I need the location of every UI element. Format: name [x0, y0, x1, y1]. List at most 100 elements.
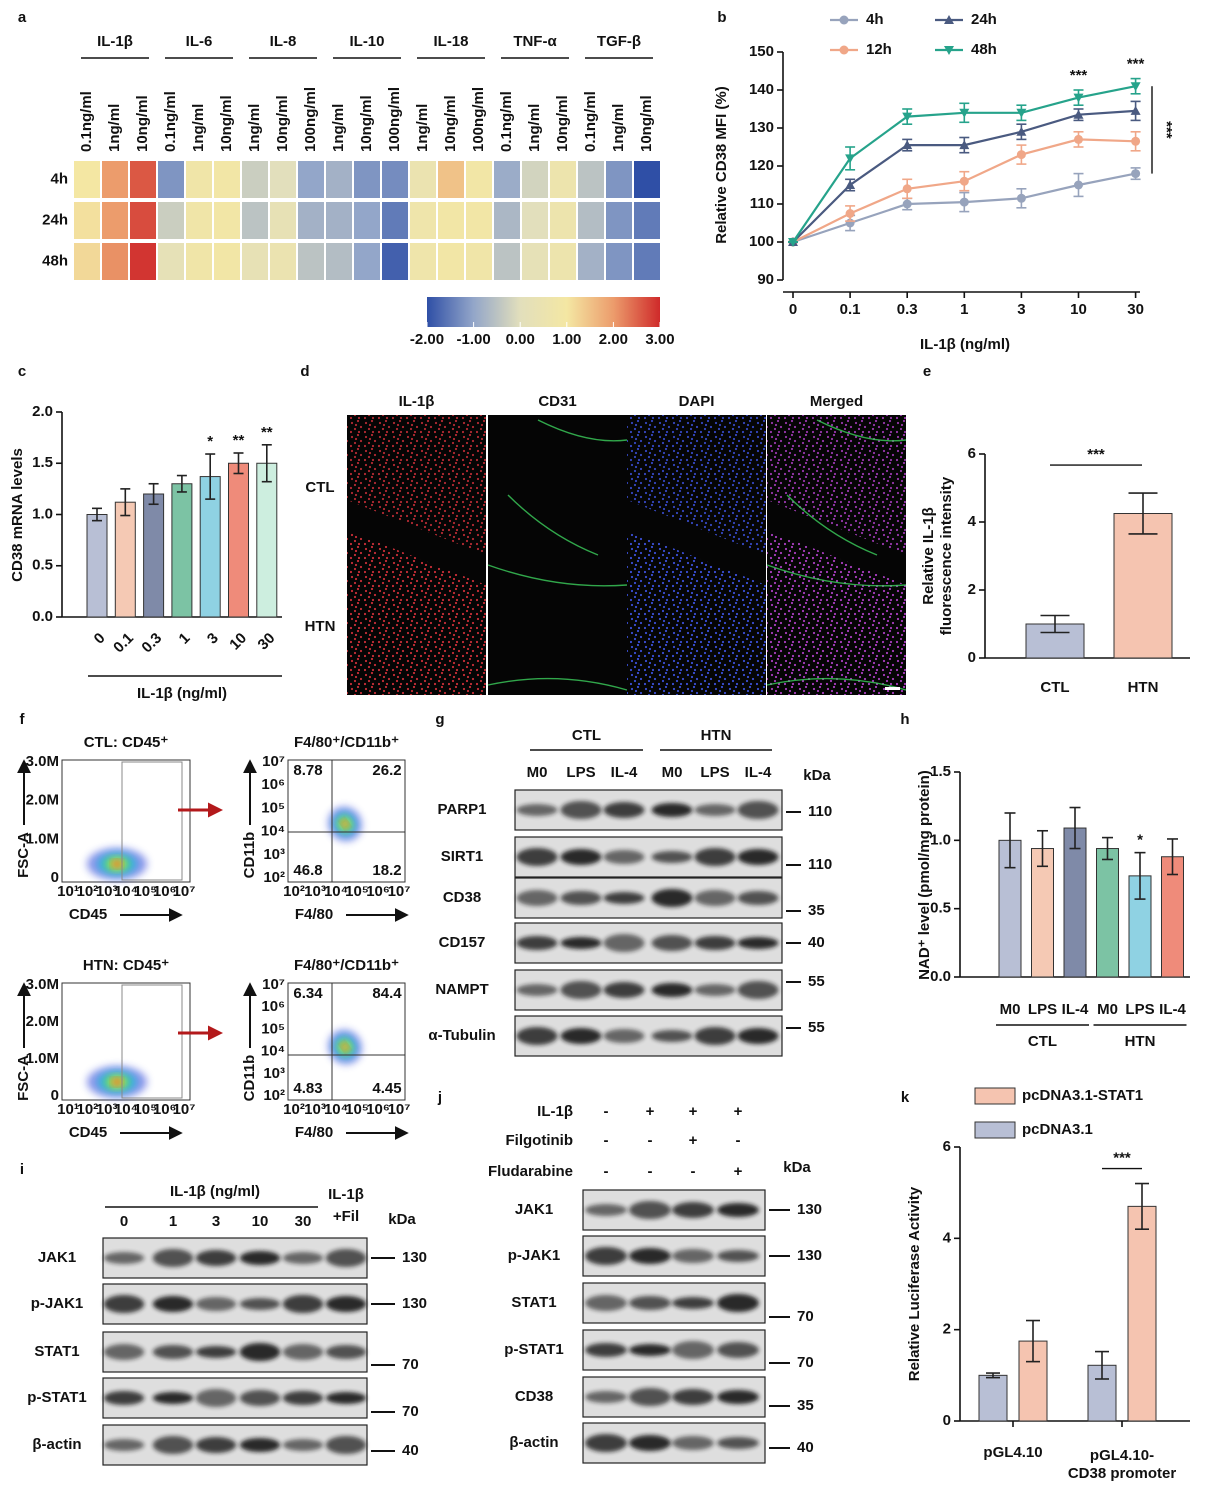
column-label: 10ng/ml — [442, 95, 459, 152]
gate — [121, 984, 183, 1099]
panel-letter: f — [20, 711, 26, 728]
heat-cell — [102, 243, 128, 280]
heat-cell — [186, 243, 212, 280]
condition-sign: + — [734, 1163, 743, 1180]
kda-value: 130 — [797, 1201, 822, 1218]
condition-sign: - — [604, 1103, 609, 1120]
column-label: 0.1ng/ml — [498, 91, 515, 152]
heat-cell — [158, 202, 184, 239]
y-tick-label: 0 — [51, 1087, 59, 1104]
x-tick-label: CTL — [1040, 679, 1069, 696]
lane-header: IL-1β (ng/ml) — [170, 1183, 260, 1200]
x-axis-label: IL-1β (ng/ml) — [920, 336, 1010, 353]
blot-band — [325, 1249, 367, 1267]
y-tick-label: 10⁵ — [261, 799, 285, 816]
heat-cell — [186, 202, 212, 239]
blot-band — [585, 1434, 627, 1452]
point — [1074, 134, 1083, 144]
heat-cell — [382, 243, 408, 280]
y-tick-label: 2.0M — [26, 1013, 59, 1030]
colorbar-label: -1.00 — [456, 331, 490, 348]
gate — [121, 761, 183, 881]
x-tick-label: 10⁴ — [114, 883, 138, 900]
heat-cell — [634, 243, 660, 280]
y-tick-label: 10⁷ — [262, 976, 285, 993]
y-tick-label: 6 — [968, 445, 976, 462]
heat-cell — [606, 202, 632, 239]
blot-band — [717, 1437, 759, 1449]
x-tick-label: 10⁴ — [324, 883, 348, 900]
y-axis-label: Relative IL-1βfluorescence intensity — [920, 476, 955, 635]
significance: *** — [1070, 67, 1088, 84]
heat-cell — [494, 161, 520, 198]
heat-cell — [158, 161, 184, 198]
x-tick-label: IL-4 — [1159, 1001, 1186, 1018]
kda-value: 35 — [797, 1397, 814, 1414]
bar — [114, 501, 136, 618]
blot-band — [651, 983, 693, 997]
blot-band — [103, 1391, 145, 1405]
heat-cell — [634, 161, 660, 198]
blot-band — [516, 848, 558, 866]
row-label: 24h — [42, 211, 68, 228]
blot-band — [629, 1201, 671, 1219]
quadrant-value: 6.34 — [293, 985, 323, 1002]
blot-strip — [514, 789, 783, 831]
blot-label: p-JAK1 — [31, 1295, 84, 1312]
blot-band — [585, 1295, 627, 1311]
x-tick-label: 10 — [226, 630, 250, 654]
panel-letter: e — [923, 363, 931, 380]
error-bar — [120, 488, 131, 517]
blot-band — [737, 937, 779, 949]
tissue — [627, 415, 766, 555]
panel-letter: c — [18, 363, 26, 380]
x-tick-label: 10³ — [304, 883, 326, 900]
bar — [1031, 848, 1054, 978]
legend-marker — [839, 45, 849, 55]
blot-band — [195, 1437, 237, 1453]
blot-label: CD157 — [439, 934, 486, 951]
y-tick-label: 10³ — [263, 1065, 285, 1082]
condition-sign: - — [736, 1132, 741, 1149]
y-tick-label: 4 — [968, 513, 977, 530]
group-label: TNF-α — [513, 33, 557, 50]
image-column-label: Merged — [810, 393, 863, 410]
lane-label: 30 — [295, 1213, 312, 1230]
column-label: 1ng/ml — [190, 104, 207, 152]
y-tick-label: 130 — [749, 119, 774, 136]
y-tick-label: 2 — [968, 581, 976, 598]
error-bar — [1128, 492, 1158, 535]
heat-cell — [298, 202, 324, 239]
event-density — [342, 1044, 348, 1050]
comparison-label: *** — [1158, 121, 1175, 139]
x-tick-label: 10⁶ — [366, 883, 390, 900]
image-background — [488, 415, 627, 695]
blot-label: p-STAT1 — [27, 1389, 86, 1406]
vessel-lining — [766, 677, 907, 691]
x-tick-label: 10⁵ — [133, 883, 157, 900]
blot-band — [694, 936, 736, 950]
panel-letter: k — [901, 1089, 910, 1106]
blot-band — [603, 982, 645, 998]
heat-cell — [494, 202, 520, 239]
legend-label: pcDNA3.1-STAT1 — [1022, 1087, 1143, 1104]
bar — [171, 483, 193, 618]
blot-band — [603, 802, 645, 818]
error-bar — [1026, 1319, 1040, 1363]
heat-cell — [410, 161, 436, 198]
condition-sign: + — [689, 1103, 698, 1120]
plot-title: CTL: CD45⁺ — [84, 734, 169, 751]
vessel-lining — [487, 677, 628, 691]
kda-value: 110 — [808, 803, 832, 820]
blot-band — [239, 1438, 281, 1452]
panel-letter: d — [300, 363, 309, 380]
group-label: IL-10 — [349, 33, 384, 50]
point — [902, 140, 913, 150]
column-label: 10ng/ml — [134, 95, 151, 152]
blot-band — [585, 1343, 627, 1357]
error-bar — [1095, 1350, 1109, 1380]
y-axis-label: CD38 mRNA levels — [9, 448, 26, 582]
y-tick-label: 90 — [757, 271, 774, 288]
lane-label: LPS — [700, 764, 729, 781]
image-row-label: CTL — [305, 479, 334, 496]
